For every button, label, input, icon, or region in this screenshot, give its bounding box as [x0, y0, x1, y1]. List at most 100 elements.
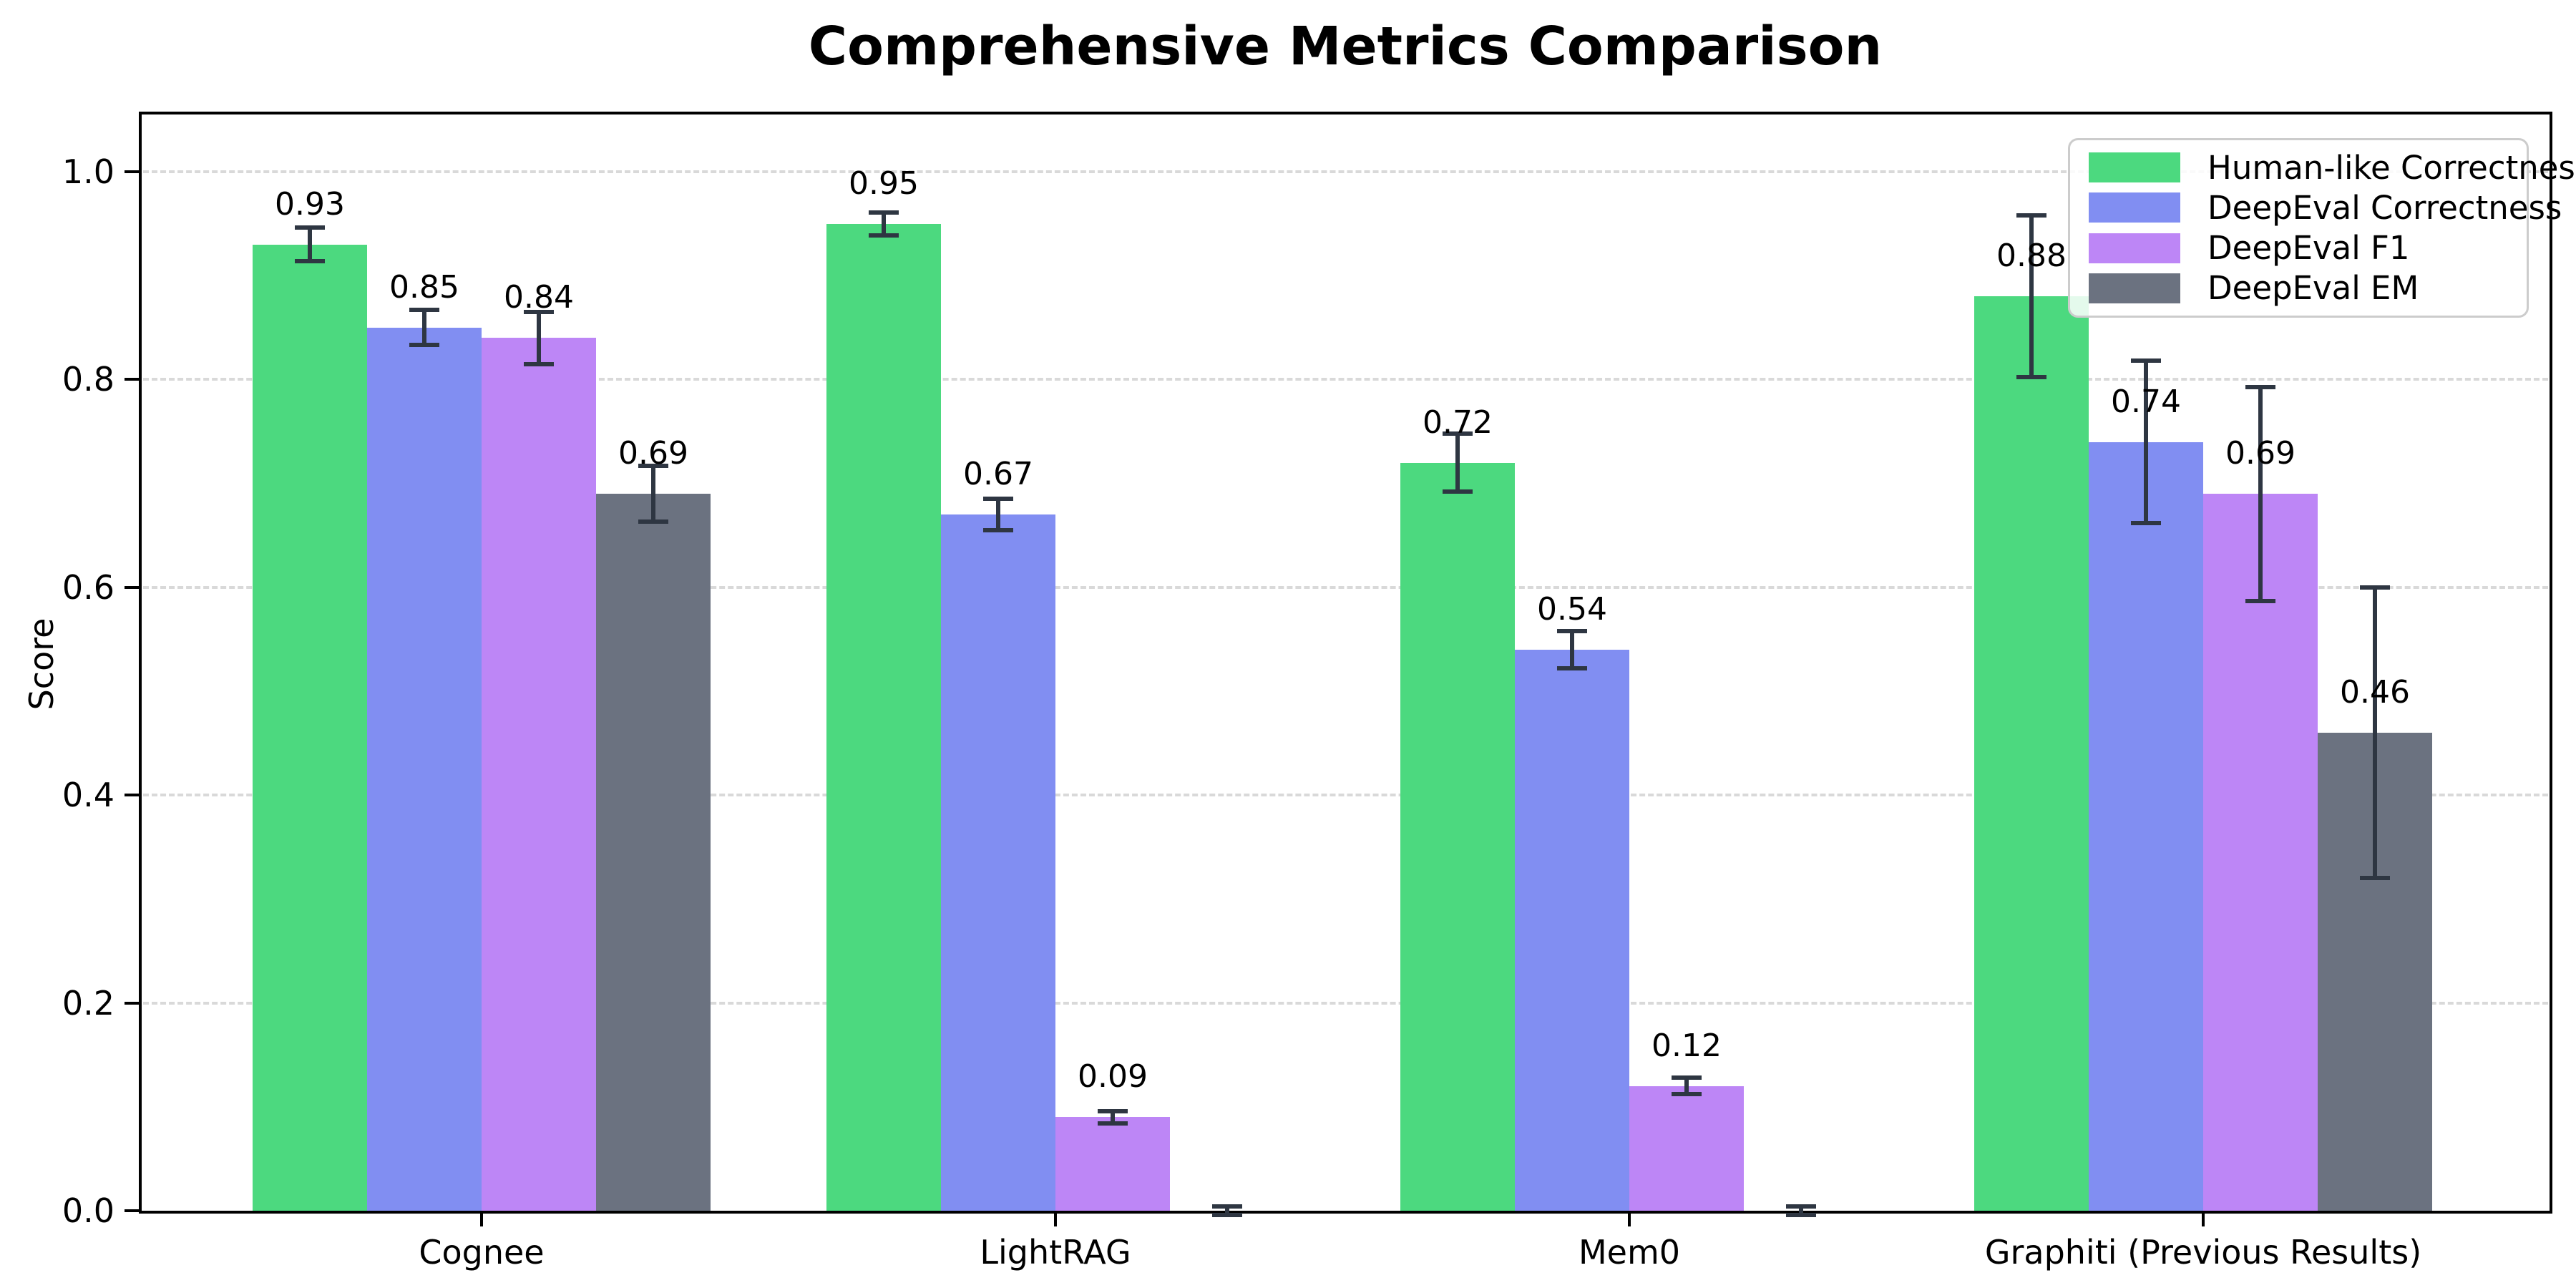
error-bar-cap: [409, 308, 439, 313]
error-bar-cap: [295, 225, 325, 230]
gridline: [143, 1001, 2548, 1005]
error-bar: [422, 310, 426, 346]
bar-deepeval-em-0: [596, 494, 711, 1211]
error-bar: [308, 228, 312, 261]
bar-value-label: 0.69: [618, 435, 688, 472]
error-bar-cap: [1212, 1212, 1242, 1217]
legend-row: DeepEval F1: [2089, 229, 2519, 267]
legend-label: Human-like Correctness: [2207, 148, 2576, 187]
chart-title: Comprehensive Metrics Comparison: [808, 16, 1883, 77]
bar-value-label: 0.69: [2225, 435, 2296, 472]
bar-value-label: 0.72: [1423, 404, 1493, 441]
x-tick-label: Cognee: [419, 1233, 545, 1272]
error-bar-cap: [1443, 431, 1473, 436]
error-bar: [1684, 1078, 1689, 1095]
error-bar: [2258, 386, 2263, 601]
y-tick-label: 0.2: [62, 983, 114, 1023]
error-bar-cap: [638, 463, 668, 468]
error-bar-cap: [1672, 1075, 1702, 1080]
x-tick: [1628, 1211, 1631, 1226]
error-bar-cap: [638, 519, 668, 525]
error-bar-cap: [524, 361, 554, 366]
bar-deepeval-f1-0: [482, 338, 596, 1211]
legend-row: Human-like Correctness: [2089, 149, 2576, 187]
error-bar-cap: [983, 497, 1013, 502]
bar-deepeval-correctness-1: [941, 514, 1055, 1211]
error-bar: [651, 465, 655, 522]
x-tick: [1054, 1211, 1057, 1226]
error-bar: [1111, 1111, 1115, 1124]
bar-deepeval-correctness-2: [1515, 649, 1629, 1211]
x-tick: [2202, 1211, 2205, 1226]
x-tick-label: Graphiti (Previous Results): [1984, 1233, 2422, 1272]
error-bar-cap: [1786, 1204, 1816, 1209]
bar-deepeval-f1-2: [1629, 1085, 1744, 1211]
bar-value-label: 0.93: [275, 185, 345, 223]
y-tick-label: 0.4: [62, 776, 114, 815]
bar-human-like-correctness-1: [826, 223, 941, 1211]
error-bar-cap: [2360, 585, 2390, 590]
bar-value-label: 0.12: [1652, 1027, 1722, 1064]
error-bar: [1455, 433, 1460, 492]
error-bar-cap: [2245, 384, 2275, 389]
error-bar-cap: [1098, 1108, 1128, 1113]
legend-label: DeepEval Correctness: [2207, 188, 2562, 227]
error-bar: [996, 499, 1000, 530]
error-bar-cap: [2016, 213, 2046, 218]
bar-deepeval-correctness-3: [2089, 441, 2203, 1211]
error-bar: [2144, 361, 2148, 523]
bar-deepeval-correctness-0: [367, 327, 482, 1211]
error-bar-cap: [409, 343, 439, 348]
legend-swatch: [2089, 233, 2180, 263]
bar-value-label: 0.09: [1078, 1058, 1148, 1096]
y-tick-label: 1.0: [62, 152, 114, 191]
y-tick-label: 0.6: [62, 567, 114, 607]
legend-row: DeepEval Correctness: [2089, 189, 2562, 227]
y-tick: [125, 170, 140, 173]
x-tick: [480, 1211, 483, 1226]
legend-label: DeepEval EM: [2207, 269, 2419, 308]
x-tick-label: LightRAG: [980, 1233, 1131, 1272]
error-bar-cap: [295, 258, 325, 263]
error-bar-cap: [1557, 628, 1587, 633]
error-bar-cap: [2245, 598, 2275, 603]
bar-deepeval-f1-1: [1055, 1117, 1170, 1211]
bar-value-label: 0.84: [504, 279, 574, 316]
bar-human-like-correctness-3: [1974, 296, 2089, 1211]
legend: Human-like Correctness DeepEval Correctne…: [2068, 138, 2576, 318]
bar-value-label: 0.54: [1537, 590, 1607, 628]
bar-value-label: 0.74: [2111, 383, 2181, 420]
legend-label: DeepEval F1: [2207, 229, 2410, 268]
error-bar-cap: [2016, 375, 2046, 380]
error-bar: [1799, 1206, 1803, 1215]
error-bar: [2029, 215, 2034, 378]
gridline: [143, 794, 2548, 797]
error-bar-cap: [1672, 1092, 1702, 1097]
y-tick: [125, 378, 140, 381]
gridline: [143, 378, 2548, 381]
error-bar-cap: [1557, 666, 1587, 671]
bar-human-like-correctness-2: [1400, 462, 1515, 1211]
y-tick: [125, 794, 140, 797]
legend-swatch: [2089, 192, 2180, 223]
error-bar: [1570, 630, 1574, 669]
error-bar-cap: [869, 210, 899, 215]
y-tick: [125, 1209, 140, 1212]
legend-row: DeepEval EM: [2089, 269, 2519, 307]
bar-human-like-correctness-0: [253, 244, 367, 1211]
legend-swatch: [2089, 273, 2180, 303]
legend-swatch: [2089, 152, 2180, 183]
error-bar-cap: [1443, 489, 1473, 494]
error-bar-cap: [1212, 1204, 1242, 1209]
error-bar: [1225, 1206, 1229, 1215]
error-bar-cap: [524, 310, 554, 315]
bar-value-label: 0.88: [1996, 238, 2067, 275]
error-bar-cap: [983, 527, 1013, 532]
error-bar: [537, 312, 541, 364]
error-bar: [882, 212, 886, 235]
bar-value-label: 0.85: [389, 268, 459, 306]
y-tick: [125, 585, 140, 589]
x-tick-label: Mem0: [1578, 1233, 1681, 1272]
bar-value-label: 0.67: [963, 456, 1033, 493]
